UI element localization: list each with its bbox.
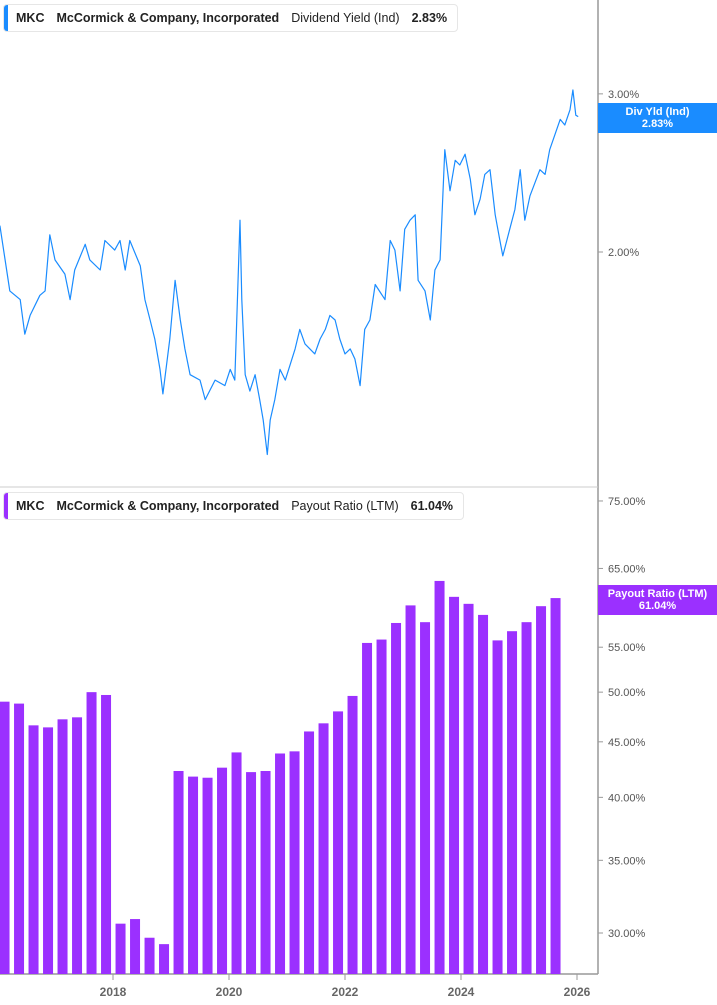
payout-bar bbox=[507, 631, 518, 974]
company-name: McCormick & Company, Incorporated bbox=[56, 499, 280, 513]
y-tick-label: 3.00% bbox=[608, 89, 639, 101]
payout-bar bbox=[260, 770, 271, 974]
y-tick-label: 50.00% bbox=[608, 687, 646, 699]
payout-bar bbox=[289, 751, 300, 974]
payout-bar bbox=[521, 622, 532, 974]
payout-bar bbox=[333, 711, 344, 974]
x-tick-label: 2018 bbox=[100, 985, 127, 999]
payout-bar bbox=[304, 731, 315, 974]
div-yield-tag: Div Yld (Ind) 2.83% bbox=[598, 103, 717, 133]
payout-bar bbox=[478, 614, 489, 974]
payout-bar bbox=[318, 723, 329, 974]
payout-bar bbox=[463, 603, 474, 974]
series-color-marker bbox=[4, 5, 8, 31]
payout-bar bbox=[202, 777, 213, 974]
payout-bar bbox=[28, 725, 39, 974]
tag-value: 2.83% bbox=[641, 118, 674, 130]
ticker: MKC bbox=[16, 499, 45, 513]
bottom-legend: MKC McCormick & Company, Incorporated Pa… bbox=[3, 492, 465, 520]
payout-bar bbox=[173, 770, 184, 974]
payout-bar bbox=[144, 937, 155, 974]
payout-bar bbox=[362, 642, 373, 974]
dividend-yield-line bbox=[0, 89, 579, 456]
payout-bar bbox=[420, 622, 431, 974]
y-tick-label: 40.00% bbox=[608, 792, 646, 804]
payout-bar bbox=[115, 923, 126, 974]
payout-bar bbox=[536, 606, 547, 974]
x-tick-label: 2020 bbox=[216, 985, 243, 999]
metric-value: 2.83% bbox=[411, 11, 448, 25]
payout-bar bbox=[14, 703, 25, 974]
payout-bar bbox=[217, 767, 228, 974]
ticker: MKC bbox=[16, 11, 45, 25]
top-legend: MKC McCormick & Company, Incorporated Di… bbox=[3, 4, 459, 32]
payout-bar bbox=[188, 776, 199, 974]
payout-bar bbox=[246, 772, 257, 974]
y-tick-label: 35.00% bbox=[608, 855, 646, 867]
payout-bar bbox=[0, 701, 10, 974]
y-tick-label: 2.00% bbox=[608, 247, 639, 259]
payout-bar bbox=[275, 753, 286, 974]
y-tick-label: 65.00% bbox=[608, 563, 646, 575]
payout-bar bbox=[550, 598, 561, 974]
company-name: McCormick & Company, Incorporated bbox=[56, 11, 280, 25]
payout-bar bbox=[449, 596, 460, 974]
metric-name: Payout Ratio (LTM) bbox=[291, 499, 399, 513]
y-tick-label: 75.00% bbox=[608, 496, 646, 508]
series-color-marker bbox=[4, 493, 8, 519]
tag-value: 61.04% bbox=[638, 600, 677, 612]
x-tick-label: 2026 bbox=[564, 985, 591, 999]
payout-bar bbox=[492, 640, 503, 974]
payout-bar bbox=[43, 727, 54, 974]
payout-ratio-tag: Payout Ratio (LTM) 61.04% bbox=[598, 585, 717, 615]
payout-bar bbox=[391, 622, 402, 974]
payout-bar bbox=[72, 717, 83, 974]
y-tick-label: 45.00% bbox=[608, 737, 646, 749]
tag-label: Payout Ratio (LTM) bbox=[607, 588, 708, 600]
payout-bar bbox=[86, 692, 97, 974]
x-tick-label: 2022 bbox=[332, 985, 359, 999]
metric-name: Dividend Yield (Ind) bbox=[291, 11, 400, 25]
tag-label: Div Yld (Ind) bbox=[625, 106, 690, 118]
metric-value: 61.04% bbox=[410, 499, 454, 513]
payout-bar bbox=[434, 580, 445, 974]
payout-bar bbox=[405, 605, 416, 974]
payout-bar bbox=[130, 919, 141, 974]
payout-bar bbox=[159, 944, 170, 974]
payout-bar bbox=[57, 719, 68, 974]
payout-bar bbox=[347, 695, 358, 974]
payout-bar bbox=[376, 639, 387, 974]
payout-bar bbox=[231, 752, 242, 974]
y-tick-label: 55.00% bbox=[608, 642, 646, 654]
y-tick-label: 30.00% bbox=[608, 928, 646, 940]
payout-bar bbox=[101, 694, 112, 974]
x-tick-label: 2024 bbox=[448, 985, 475, 999]
